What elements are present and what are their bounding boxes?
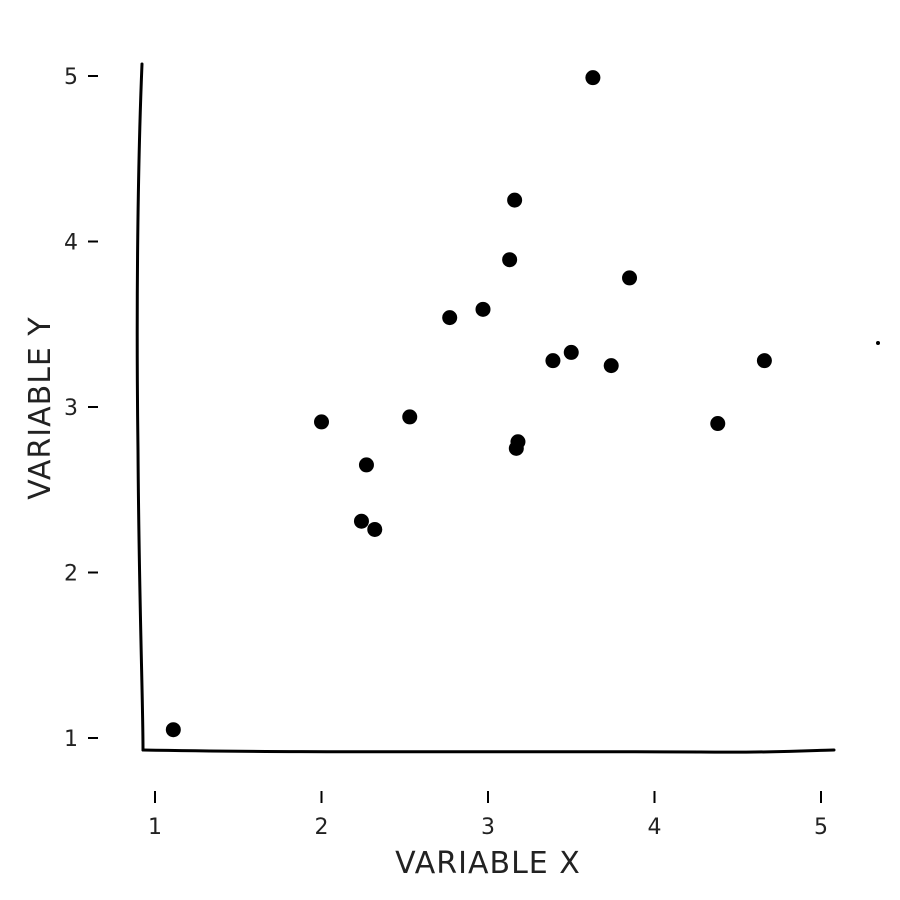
scatter-point [475, 301, 491, 317]
y-axis-title: VARIABLE Y [23, 316, 58, 499]
scatter-point [710, 416, 726, 432]
scatter-point [510, 434, 526, 450]
scatter-point [502, 252, 518, 268]
scatter-point [314, 414, 329, 430]
x-axis-line [141, 748, 836, 754]
x-tick-label: 3 [481, 815, 495, 840]
y-axis-line [135, 62, 145, 752]
y-ticks: 1 2 3 4 5 [64, 65, 98, 752]
scatter-point [442, 310, 458, 326]
edge-mark [876, 341, 880, 345]
x-ticks: 1 2 3 4 5 [148, 791, 828, 840]
y-tick-label: 4 [64, 231, 78, 256]
scatter-point [756, 353, 772, 369]
data-points [165, 70, 772, 738]
y-tick-label: 1 [64, 727, 78, 752]
y-tick-label: 2 [64, 562, 78, 587]
scatter-point [507, 192, 523, 208]
y-tick-label: 5 [64, 65, 78, 90]
scatter-point [563, 344, 579, 360]
x-tick-label: 4 [648, 815, 662, 840]
x-tick-label: 5 [814, 815, 828, 840]
scatter-point [402, 409, 418, 425]
scatter-point [367, 521, 383, 537]
scatter-point [353, 513, 369, 529]
scatter-point [585, 70, 601, 86]
scatter-point [603, 358, 619, 374]
x-tick-label: 2 [315, 815, 329, 840]
scatter-point [545, 353, 561, 369]
scatter-point [358, 457, 374, 473]
scatter-point [165, 722, 181, 738]
x-axis-title: VARIABLE X [395, 846, 581, 881]
y-tick-label: 3 [64, 396, 78, 421]
x-tick-label: 1 [148, 815, 162, 840]
scatter-point [622, 270, 638, 286]
